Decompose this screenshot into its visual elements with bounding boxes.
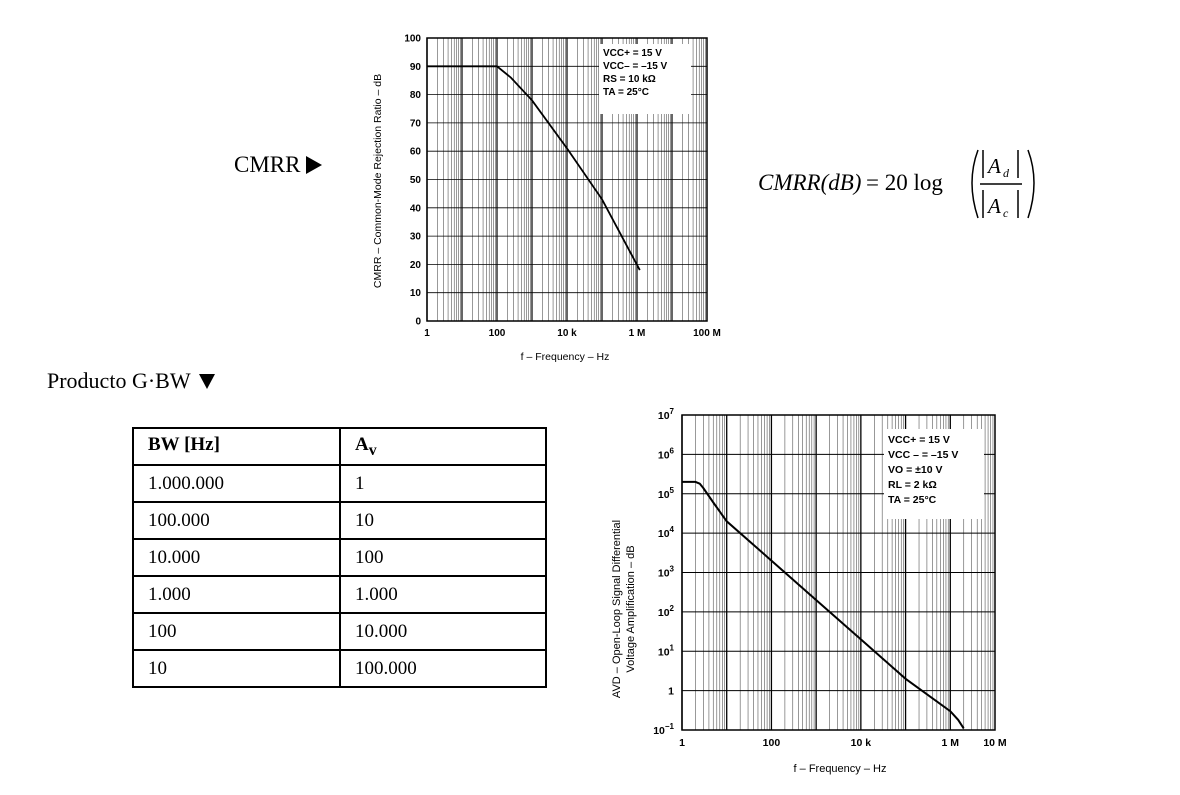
formula-lhs: CMRR(dB) bbox=[758, 170, 861, 195]
table-cell-bw: 1.000 bbox=[132, 575, 341, 614]
table-header-av: Av bbox=[339, 427, 547, 466]
y-tick-label: 50 bbox=[410, 175, 422, 186]
formula-numerator-sub: d bbox=[1003, 166, 1010, 180]
cmrr-x-axis-label: f – Frequency – Hz bbox=[521, 351, 610, 363]
avd-chart: 10−1 1 101 102 103 104 105 106 107 1 100 10 k 1 M 10… bbox=[611, 407, 1007, 775]
cmrr-conditions-box bbox=[599, 44, 691, 114]
x-tick-label: 10 M bbox=[983, 737, 1007, 749]
table-row: 10.000 100 bbox=[132, 538, 547, 577]
x-tick-label: 10 k bbox=[851, 737, 872, 749]
formula-equals: = 20 log bbox=[866, 170, 943, 195]
table-row: 100 10.000 bbox=[132, 612, 547, 651]
cmrr-chart-y-ticks: 0 10 20 30 40 50 60 70 80 90 100 bbox=[404, 34, 421, 328]
y-tick-label: 80 bbox=[410, 90, 422, 101]
cmrr-section-label: CMRR bbox=[234, 152, 323, 178]
y-tick-label: 10 bbox=[410, 288, 422, 299]
y-tick-label: 103 bbox=[658, 565, 675, 580]
table-cell-bw: 1.000.000 bbox=[132, 464, 341, 503]
triangle-down-icon bbox=[198, 373, 215, 389]
avd-x-axis-label: f – Frequency – Hz bbox=[794, 763, 887, 775]
avd-conditions: VCC+ = 15 V VCC – = –15 V VO = ±10 V RL = 2… bbox=[888, 434, 958, 506]
table-cell-av: 100.000 bbox=[339, 649, 547, 688]
cmrr-conditions: VCC+ = 15 V VCC– = –15 V RS = 10 kΩ TA = 25… bbox=[603, 48, 668, 98]
x-tick-label: 1 M bbox=[942, 737, 960, 749]
triangle-right-icon bbox=[306, 156, 323, 174]
table-cell-av: 1 bbox=[339, 464, 547, 503]
y-tick-label: 104 bbox=[658, 525, 675, 540]
y-tick-label: 100 bbox=[404, 34, 421, 45]
condition-label: VO = ±10 V bbox=[888, 464, 943, 476]
condition-label: RS = 10 kΩ bbox=[603, 74, 656, 85]
y-tick-label: 0 bbox=[415, 317, 421, 328]
y-tick-label: 70 bbox=[410, 118, 422, 129]
condition-label: VCC – = –15 V bbox=[888, 449, 958, 461]
condition-label: TA = 25°C bbox=[888, 494, 937, 506]
y-tick-label: 90 bbox=[410, 62, 422, 73]
cmrr-y-axis-label: CMRR – Common-Mode Rejection Ratio – dB bbox=[372, 74, 384, 288]
cmrr-formula: CMRR(dB) = 20 log A d A c bbox=[756, 140, 1056, 225]
y-tick-label: 101 bbox=[658, 643, 675, 658]
y-tick-label: 1 bbox=[668, 686, 674, 698]
gbw-label-text: Producto G·BW bbox=[47, 368, 191, 393]
x-tick-label: 1 M bbox=[629, 328, 646, 339]
cmrr-label-text: CMRR bbox=[234, 152, 301, 177]
condition-label: TA = 25°C bbox=[603, 87, 649, 98]
table-cell-av: 100 bbox=[339, 538, 547, 577]
condition-label: RL = 2 kΩ bbox=[888, 479, 937, 491]
condition-label: VCC– = –15 V bbox=[603, 61, 668, 72]
x-tick-label: 100 bbox=[763, 737, 781, 749]
plot-frame bbox=[426, 37, 708, 322]
table-row: 1.000.000 1 bbox=[132, 464, 547, 503]
table-cell-av: 1.000 bbox=[339, 575, 547, 614]
table-row: 1.000 1.000 bbox=[132, 575, 547, 614]
table-cell-bw: 10.000 bbox=[132, 538, 341, 577]
x-tick-label: 1 bbox=[424, 328, 430, 339]
x-tick-label: 10 k bbox=[557, 328, 577, 339]
cmrr-series-line bbox=[427, 65, 641, 271]
table-cell-bw: 100 bbox=[132, 612, 341, 651]
gbw-section-label: Producto G·BW bbox=[47, 368, 215, 394]
y-tick-label: 20 bbox=[410, 260, 422, 271]
avd-y-axis-label-line-2: Voltage Amplification – dB bbox=[625, 545, 637, 672]
y-tick-label: 10−1 bbox=[653, 722, 674, 737]
cmrr-chart-x-ticks: 1 100 10 k 1 M 100 M bbox=[424, 328, 721, 339]
y-tick-label: 102 bbox=[658, 604, 675, 619]
formula-denominator-sub: c bbox=[1003, 206, 1009, 220]
table-header-bw: BW [Hz] bbox=[132, 427, 341, 466]
table-row: 10 100.000 bbox=[132, 649, 547, 688]
y-tick-label: 40 bbox=[410, 203, 422, 214]
x-tick-label: 100 M bbox=[693, 328, 721, 339]
avd-series-line bbox=[682, 480, 965, 729]
y-tick-label: 105 bbox=[658, 486, 675, 501]
gbw-table: BW [Hz] Av 1.000.000 1 100.000 10 10.000 10… bbox=[132, 427, 547, 688]
x-tick-label: 100 bbox=[489, 328, 506, 339]
table-cell-bw: 100.000 bbox=[132, 501, 341, 540]
y-tick-label: 30 bbox=[410, 232, 422, 243]
condition-label: VCC+ = 15 V bbox=[888, 434, 950, 446]
table-header-row: BW [Hz] Av bbox=[132, 427, 547, 466]
formula-denominator: A bbox=[986, 194, 1001, 218]
y-tick-label: 107 bbox=[658, 407, 675, 422]
avd-conditions-box bbox=[884, 429, 984, 519]
plot-frame bbox=[681, 414, 996, 731]
x-tick-label: 1 bbox=[679, 737, 685, 749]
y-tick-label: 60 bbox=[410, 147, 422, 158]
table-cell-av: 10.000 bbox=[339, 612, 547, 651]
table-cell-bw: 10 bbox=[132, 649, 341, 688]
y-tick-label: 106 bbox=[658, 446, 675, 461]
avd-chart-x-ticks: 1 100 10 k 1 M 10 M bbox=[679, 737, 1007, 749]
avd-chart-y-ticks: 10−1 1 101 102 103 104 105 106 107 bbox=[653, 407, 674, 737]
table-row: 100.000 10 bbox=[132, 501, 547, 540]
formula-numerator: A bbox=[986, 154, 1001, 178]
avd-y-axis-label-line-1: AVD – Open-Loop Signal Differential bbox=[611, 520, 623, 698]
table-cell-av: 10 bbox=[339, 501, 547, 540]
condition-label: VCC+ = 15 V bbox=[603, 48, 662, 59]
